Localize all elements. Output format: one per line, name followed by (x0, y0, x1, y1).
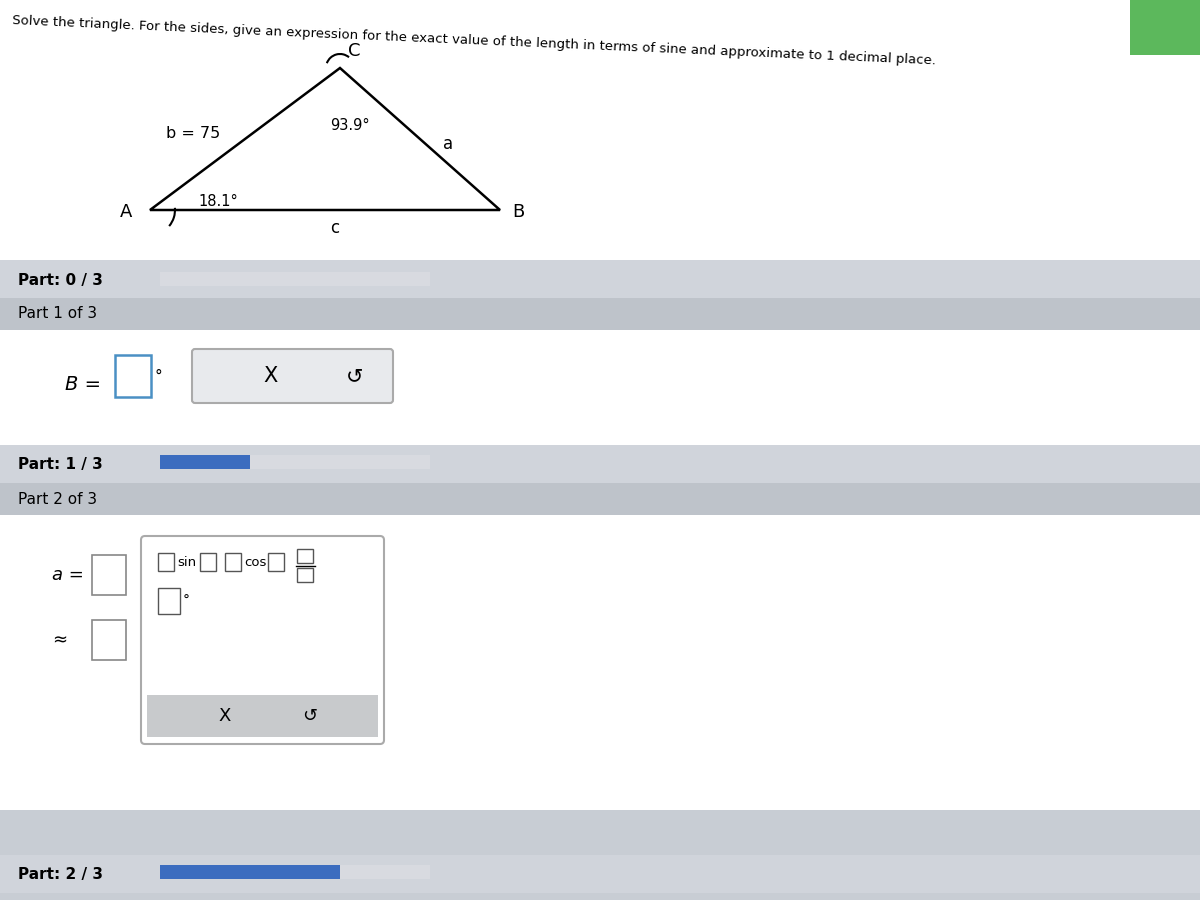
Text: cos: cos (244, 555, 266, 569)
Text: B: B (512, 203, 524, 221)
Text: Part: 2 / 3: Part: 2 / 3 (18, 867, 103, 881)
Text: ≈: ≈ (52, 631, 67, 649)
Text: Part: 0 / 3: Part: 0 / 3 (18, 274, 103, 289)
Bar (160, 865, 430, 879)
Text: ↺: ↺ (302, 707, 318, 725)
FancyBboxPatch shape (142, 536, 384, 744)
Bar (0, 515, 1200, 810)
Text: X: X (218, 707, 232, 725)
Bar (158, 588, 180, 614)
Bar (92, 555, 126, 595)
Text: A: A (120, 203, 132, 221)
Bar (298, 568, 313, 582)
Text: b = 75: b = 75 (166, 127, 220, 141)
Bar (158, 553, 174, 571)
Text: Part 1 of 3: Part 1 of 3 (18, 307, 97, 321)
Bar (268, 553, 284, 571)
Text: 18.1°: 18.1° (198, 194, 238, 210)
Bar (298, 549, 313, 563)
Bar (0, 298, 1200, 330)
Text: a: a (443, 135, 454, 153)
Bar (0, 483, 1200, 515)
Text: ↺: ↺ (347, 366, 364, 386)
Text: °: ° (182, 594, 190, 608)
Text: B =: B = (65, 375, 101, 394)
Text: °: ° (155, 368, 163, 383)
Text: C: C (348, 42, 360, 60)
Bar (226, 553, 241, 571)
Bar (0, 445, 1200, 483)
Bar (0, 330, 1200, 445)
Bar (160, 455, 430, 469)
Bar (0, 0, 1200, 260)
Bar (0, 855, 1200, 893)
Bar (200, 553, 216, 571)
Bar (115, 355, 151, 397)
Text: c: c (330, 219, 340, 237)
Bar (1130, 0, 1200, 55)
Text: X: X (263, 366, 277, 386)
FancyBboxPatch shape (192, 349, 394, 403)
Bar (160, 272, 430, 286)
Bar (148, 695, 378, 737)
Text: Part: 1 / 3: Part: 1 / 3 (18, 456, 103, 472)
Bar (160, 455, 250, 469)
Text: Part 2 of 3: Part 2 of 3 (18, 491, 97, 507)
Bar (160, 865, 340, 879)
Text: sin: sin (178, 555, 196, 569)
Text: 93.9°: 93.9° (330, 118, 370, 133)
Text: a =: a = (52, 566, 84, 584)
Bar (0, 260, 1200, 298)
Bar (92, 620, 126, 660)
Text: Solve the triangle. For the sides, give an expression for the exact value of the: Solve the triangle. For the sides, give … (12, 14, 936, 68)
